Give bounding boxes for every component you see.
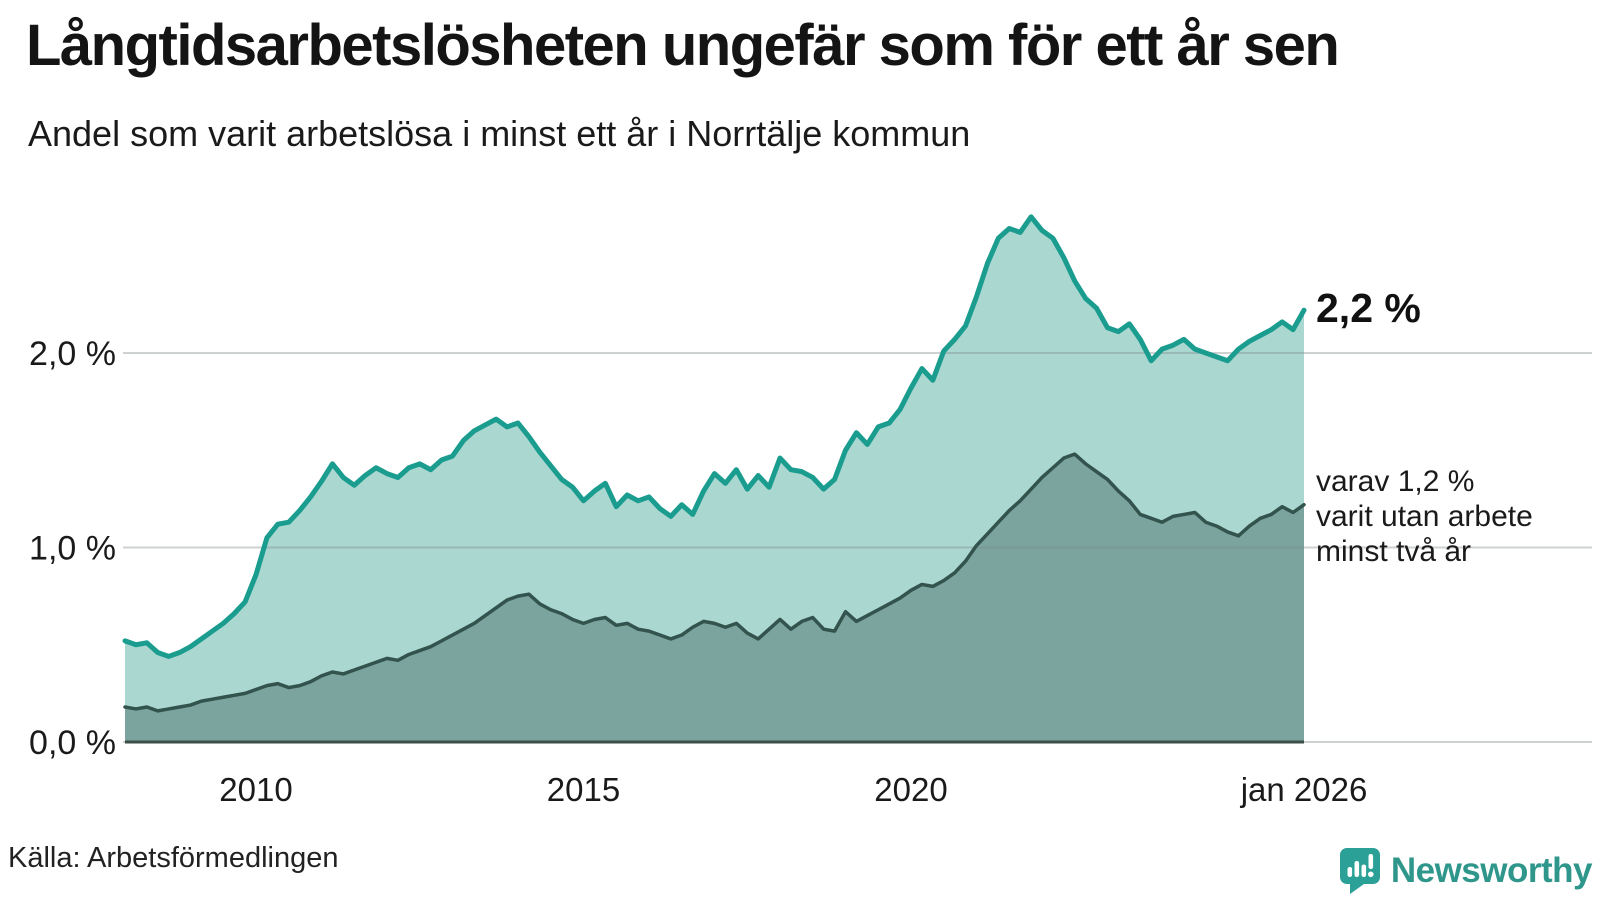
secondary-series-annotation: varav 1,2 % varit utan arbete minst två …: [1316, 464, 1533, 569]
newsworthy-wordmark: Newsworthy: [1390, 851, 1593, 890]
x-tick-label-1: 2015: [547, 771, 620, 808]
secondary-annotation-line-3: minst två år: [1316, 535, 1472, 568]
y-tick-label-0: 0,0 %: [29, 724, 116, 762]
series-line-1: [122, 214, 1307, 659]
y-tick-label-1: 1,0 %: [29, 530, 116, 568]
x-tick-label-3: jan 2026: [1240, 771, 1368, 808]
x-tick-label-2: 2020: [874, 771, 947, 808]
series-line-2: [123, 452, 1306, 713]
x-tick-label-0: 2010: [219, 771, 292, 808]
secondary-annotation-line-1: varav 1,2 %: [1316, 465, 1475, 498]
y-tick-label-2: 2,0 %: [29, 335, 116, 373]
source-credit: Källa: Arbetsförmedlingen: [8, 842, 339, 874]
newsworthy-logo: Newsworthy: [1339, 848, 1593, 894]
chart-title: Långtidsarbetslösheten ungefär som för e…: [26, 13, 1340, 78]
newsworthy-icon: [1339, 848, 1380, 894]
chart-subtitle: Andel som varit arbetslösa i minst ett å…: [28, 113, 971, 154]
secondary-annotation-line-2: varit utan arbete: [1316, 500, 1533, 533]
latest-value-label: 2,2 %: [1316, 285, 1421, 331]
area-fill-2: [125, 454, 1304, 742]
